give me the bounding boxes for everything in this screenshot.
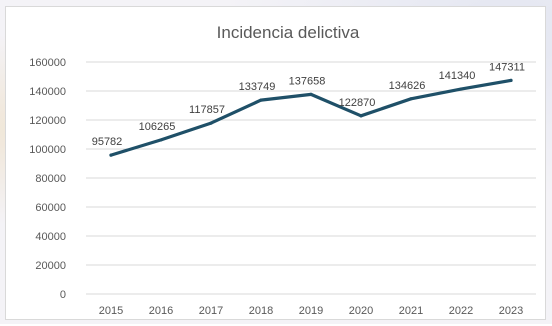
data-label: 141340 bbox=[439, 70, 476, 82]
line-chart: Incidencia delictiva 0 20000 40000 60000 800… bbox=[29, 23, 536, 317]
x-tick-label: 2022 bbox=[449, 305, 473, 317]
data-point bbox=[109, 153, 113, 157]
data-labels: 95782 106265 117857 133749 137658 122870 13462… bbox=[92, 61, 525, 148]
data-point bbox=[159, 138, 163, 142]
data-label: 134626 bbox=[389, 80, 426, 92]
data-point bbox=[309, 92, 313, 96]
y-axis-tick-labels: 0 20000 40000 60000 80000 100000 120000 140000 1… bbox=[29, 57, 66, 301]
data-label: 95782 bbox=[92, 136, 123, 148]
y-tick-label: 100000 bbox=[29, 144, 66, 156]
gridlines bbox=[86, 61, 536, 295]
data-point bbox=[409, 97, 413, 101]
x-tick-label: 2016 bbox=[149, 305, 173, 317]
x-tick-label: 2023 bbox=[499, 305, 523, 317]
data-label: 147311 bbox=[489, 61, 525, 73]
x-tick-label: 2019 bbox=[299, 305, 323, 317]
series-line bbox=[109, 78, 513, 157]
y-tick-label: 60000 bbox=[35, 202, 66, 214]
data-label: 122870 bbox=[339, 97, 376, 109]
data-point bbox=[359, 114, 363, 118]
x-tick-label: 2020 bbox=[349, 305, 373, 317]
y-tick-label: 20000 bbox=[35, 260, 66, 272]
data-point bbox=[459, 87, 463, 91]
y-tick-label: 140000 bbox=[29, 86, 66, 98]
y-tick-label: 0 bbox=[60, 289, 66, 301]
y-tick-label: 120000 bbox=[29, 115, 66, 127]
x-tick-label: 2021 bbox=[399, 305, 423, 317]
data-point bbox=[509, 78, 513, 82]
y-tick-label: 40000 bbox=[35, 231, 66, 243]
series-layer bbox=[109, 78, 513, 157]
y-tick-label: 160000 bbox=[29, 57, 66, 69]
data-label: 106265 bbox=[139, 121, 176, 133]
data-label: 117857 bbox=[189, 104, 225, 116]
data-point bbox=[259, 98, 263, 102]
data-label: 133749 bbox=[239, 81, 276, 93]
x-tick-label: 2015 bbox=[99, 305, 123, 317]
chart-card: Incidencia delictiva 0 20000 40000 60000 800… bbox=[5, 6, 546, 320]
x-axis-tick-labels: 2015 2016 2017 2018 2019 2020 2021 2022 2023 bbox=[99, 305, 523, 317]
y-tick-label: 80000 bbox=[35, 173, 66, 185]
data-point bbox=[209, 121, 213, 125]
x-tick-label: 2018 bbox=[249, 305, 273, 317]
chart-title: Incidencia delictiva bbox=[217, 23, 360, 42]
x-tick-label: 2017 bbox=[199, 305, 223, 317]
data-label: 137658 bbox=[289, 75, 326, 87]
